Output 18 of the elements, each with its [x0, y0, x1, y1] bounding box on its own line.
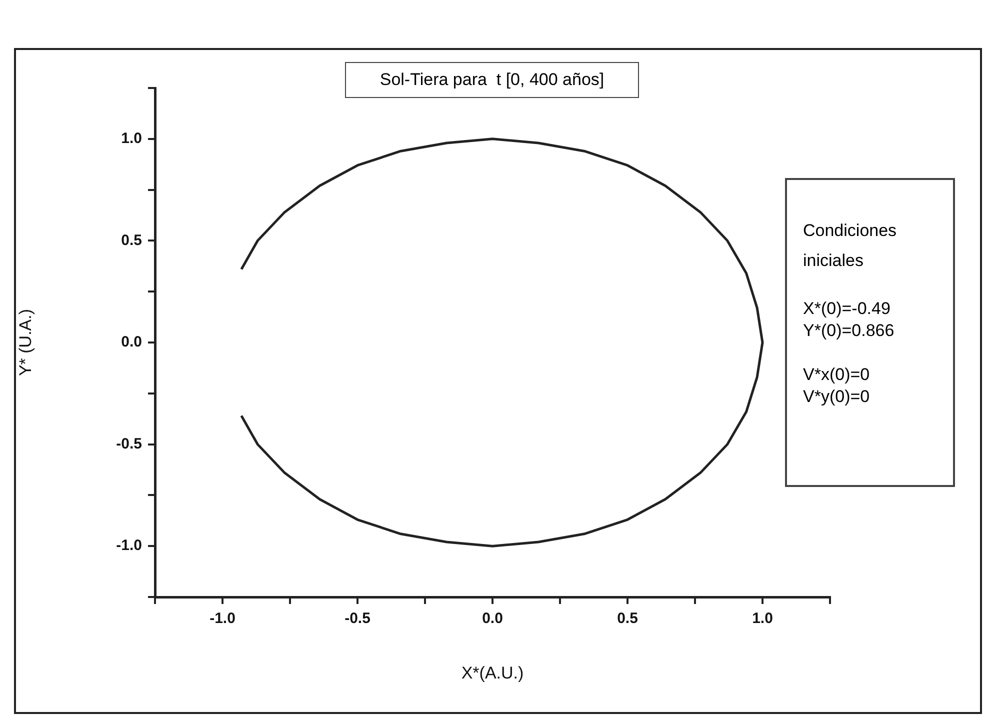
y-axis-title: Y* (U.A.): [16, 308, 35, 376]
y-tick-label: 0.5: [121, 232, 142, 249]
x-tick-label: 0.0: [482, 610, 503, 628]
x-tick-label: -0.5: [344, 610, 370, 628]
annotation: Y*(0)=0.866: [803, 320, 896, 342]
annotation: Condiciones iniciales: [803, 220, 898, 272]
y-tick-label: -0.5: [116, 435, 142, 452]
annotation: V*y(0)=0: [803, 386, 871, 408]
x-axis-title: X*(A.U.): [461, 663, 524, 682]
chart-title: Sol-Tiera para t [0, 400 años]: [378, 70, 606, 90]
y-tick-label: -1.0: [116, 537, 142, 554]
y-tick-label: 1.0: [121, 130, 142, 148]
x-tick-label: -1.0: [210, 610, 236, 628]
y-tick-label: 0.0: [121, 334, 142, 351]
x-tick-label: 1.0: [752, 610, 773, 628]
annotation: X*(0)=-0.49: [803, 298, 892, 320]
annotation: V*x(0)=0: [803, 364, 871, 386]
x-tick-label: 0.5: [617, 610, 638, 628]
